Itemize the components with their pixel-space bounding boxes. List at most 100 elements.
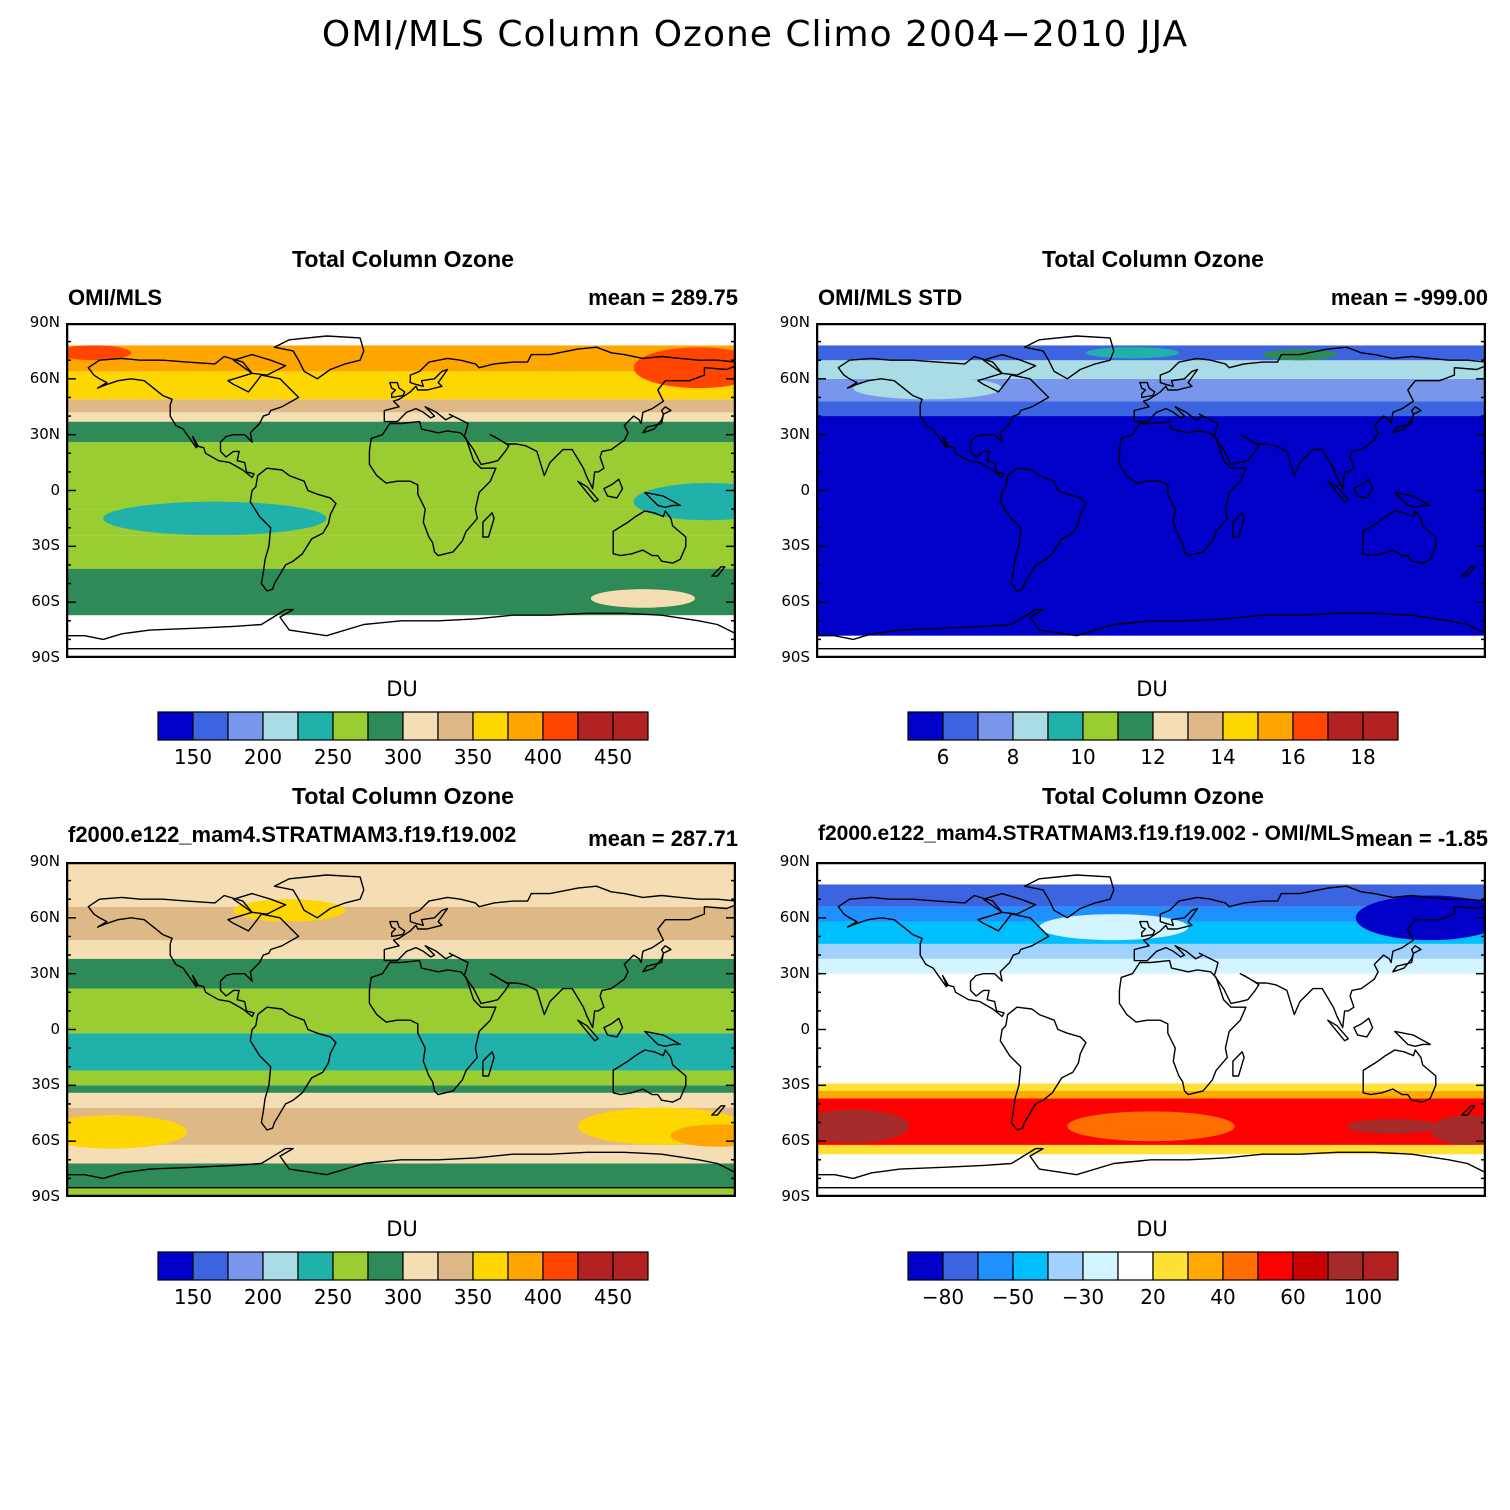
colorbar-tick-label: −80: [921, 1285, 965, 1309]
panel-1-colorbar: [157, 711, 649, 741]
colorbar-swatch: [262, 711, 299, 741]
latitude-label: 60S: [31, 1131, 60, 1150]
ozone-band: [816, 1154, 1486, 1197]
ozone-band: [816, 973, 1486, 1084]
coastline-eurasia: [383, 346, 736, 490]
panel-2-mean-label: mean = -999.00: [1330, 285, 1488, 310]
latitude-label: 60N: [29, 907, 60, 926]
colorbar-swatch: [332, 711, 369, 741]
colorbar-swatch: [1222, 711, 1259, 741]
coastline-new-zealand: [711, 566, 726, 577]
colorbar-tick-label: 100: [1343, 1285, 1383, 1309]
coastline-australia: [612, 510, 687, 564]
colorbar-swatch: [577, 1251, 614, 1281]
coastline-south-america: [999, 467, 1087, 592]
colorbar-tick-label: 200: [243, 1285, 283, 1309]
latitude-label: 30S: [31, 536, 60, 555]
ozone-band: [816, 1144, 1486, 1155]
ozone-band: [66, 1070, 736, 1086]
panel-3-mean-label: mean = 287.71: [588, 826, 738, 851]
ozone-band: [816, 1083, 1486, 1091]
latitude-label: 90N: [29, 852, 60, 870]
panel-4-units: DU: [1136, 1217, 1168, 1241]
colorbar-swatch: [507, 711, 544, 741]
colorbar-tick-label: −50: [991, 1285, 1035, 1309]
colorbar-swatch: [402, 711, 439, 741]
colorbar-swatch: [1187, 1251, 1224, 1281]
latitude-label: 30N: [779, 963, 810, 982]
ozone-band: [816, 635, 1486, 658]
ozone-anomaly-region: [633, 483, 736, 521]
coastline-eurasia: [383, 885, 736, 1029]
coastline-eurasia: [1133, 885, 1486, 1029]
coastline-north-america: [837, 355, 1050, 479]
colorbar-tick-label: 400: [523, 745, 563, 769]
colorbar-tick-label: 12: [1140, 745, 1166, 769]
coastline-greenland: [1023, 874, 1115, 919]
colorbar-swatch: [1012, 1251, 1049, 1281]
colorbar-swatch: [977, 1251, 1014, 1281]
coastline-britain: [389, 920, 406, 938]
colorbar-swatch: [1012, 711, 1049, 741]
ozone-band: [66, 535, 736, 569]
ozone-band: [66, 421, 736, 443]
coastline-britain: [1139, 920, 1156, 938]
coastline-antarctica: [66, 608, 736, 650]
latitude-label: 60N: [779, 907, 810, 926]
coastline-new-guinea: [644, 1030, 681, 1047]
colorbar-swatch: [1327, 1251, 1364, 1281]
coastline-greenland: [273, 874, 365, 919]
ozone-band: [816, 323, 1486, 346]
colorbar-swatch: [402, 1251, 439, 1281]
latitude-label: 90S: [781, 648, 810, 666]
latitude-label: 0: [800, 1019, 810, 1038]
colorbar-swatch: [192, 1251, 229, 1281]
ozone-anomaly-region: [1346, 1118, 1440, 1134]
colorbar-swatch: [1257, 1251, 1294, 1281]
coastline-africa: [1118, 420, 1247, 557]
coastline-baffin: [982, 892, 1037, 915]
coastline-new-zealand: [1461, 566, 1476, 577]
colorbar-tick-label: 250: [313, 745, 353, 769]
panel-2-title: Total Column Ozone: [1042, 246, 1264, 272]
colorbar-swatch: [1152, 711, 1189, 741]
colorbar-tick-label: 300: [383, 745, 423, 769]
colorbar-swatch: [542, 1251, 579, 1281]
colorbar-swatch: [367, 1251, 404, 1281]
ozone-band: [816, 862, 1486, 885]
coastline-australia: [1362, 1049, 1437, 1103]
coastline-eurasia: [1133, 346, 1486, 490]
coastline-africa: [368, 420, 497, 557]
coastline-australia: [1362, 510, 1437, 564]
colorbar-swatch: [437, 711, 474, 741]
coastline-new-zealand: [1461, 1105, 1476, 1116]
coastline-sumatra: [1327, 1019, 1349, 1042]
colorbar-swatch: [297, 711, 334, 741]
colorbar-swatch: [1117, 711, 1154, 741]
coastline-borneo: [1353, 478, 1374, 499]
colorbar-tick-label: 300: [383, 1285, 423, 1309]
colorbar-tick-label: 350: [453, 745, 493, 769]
ozone-anomaly-region: [103, 501, 327, 536]
ozone-band: [816, 416, 1486, 636]
coastline-australia: [612, 1049, 687, 1103]
latitude-label: 30S: [31, 1075, 60, 1094]
panel-4-title: Total Column Ozone: [1042, 783, 1264, 809]
colorbar-swatch: [1082, 1251, 1119, 1281]
panel-3-title: Total Column Ozone: [292, 783, 514, 809]
colorbar-swatch: [472, 1251, 509, 1281]
ozone-band: [66, 442, 736, 510]
coastline-britain: [1139, 381, 1156, 399]
ozone-band: [816, 360, 1486, 379]
panel-3-units: DU: [386, 1217, 418, 1241]
coastline-antarctica: [66, 1147, 736, 1189]
ozone-anomaly-region: [66, 1115, 187, 1149]
panel-2-dataset-label: OMI/MLS STD: [818, 285, 963, 310]
ozone-band: [816, 1090, 1486, 1099]
ozone-band: [66, 1033, 736, 1071]
ozone-anomaly-region: [1355, 895, 1486, 941]
colorbar-tick-label: 10: [1070, 745, 1096, 769]
coastline-borneo: [603, 1017, 624, 1038]
ozone-band: [66, 862, 736, 907]
ozone-band: [66, 371, 736, 400]
